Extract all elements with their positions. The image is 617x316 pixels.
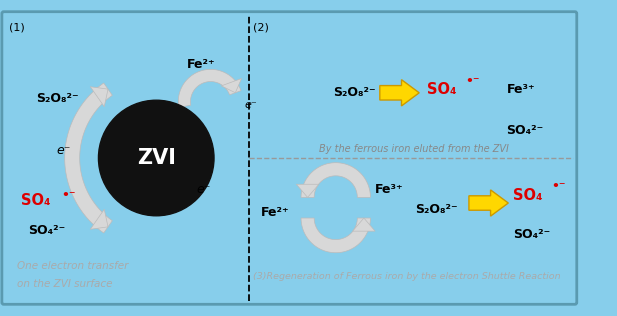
Text: e⁻: e⁻ [196,183,211,196]
Text: SO₄²⁻: SO₄²⁻ [507,124,544,137]
Text: Fe²⁺: Fe²⁺ [261,206,289,219]
Text: (1): (1) [9,23,25,33]
Text: One electron transfer: One electron transfer [17,261,128,271]
Circle shape [99,100,214,216]
FancyBboxPatch shape [2,12,577,304]
Text: SO₄: SO₄ [20,193,50,209]
Text: S₂O₈²⁻: S₂O₈²⁻ [415,203,458,216]
Polygon shape [65,83,112,233]
Text: (2): (2) [252,23,268,33]
Polygon shape [353,218,375,231]
Text: (3)Regeneration of Ferrous iron by the electron Shuttle Reaction: (3)Regeneration of Ferrous iron by the e… [252,272,560,281]
Text: SO₄²⁻: SO₄²⁻ [513,228,550,241]
Text: SO₄: SO₄ [513,188,542,203]
Polygon shape [296,184,319,198]
Polygon shape [469,190,508,216]
Polygon shape [301,218,370,253]
Text: S₂O₈²⁻: S₂O₈²⁻ [333,86,376,99]
Text: e⁻: e⁻ [56,144,70,157]
Text: SO₄²⁻: SO₄²⁻ [28,224,65,237]
Text: Fe²⁺: Fe²⁺ [187,58,215,71]
Polygon shape [222,78,242,93]
Polygon shape [301,163,370,198]
Text: Fe³⁺: Fe³⁺ [375,183,404,196]
Text: •⁻: •⁻ [61,189,75,202]
Polygon shape [380,80,419,106]
Text: e⁻: e⁻ [244,100,257,111]
Text: on the ZVI surface: on the ZVI surface [17,279,112,289]
Polygon shape [90,87,108,107]
Text: Fe³⁺: Fe³⁺ [507,82,535,95]
Text: ZVI: ZVI [137,148,176,168]
Text: By the ferrous iron eluted from the ZVI: By the ferrous iron eluted from the ZVI [319,144,508,154]
Text: S₂O₈²⁻: S₂O₈²⁻ [36,92,78,105]
Text: •⁻: •⁻ [465,75,479,88]
Polygon shape [90,209,108,229]
Polygon shape [178,70,241,107]
Text: SO₄: SO₄ [427,82,456,98]
Text: •⁻: •⁻ [552,179,566,193]
